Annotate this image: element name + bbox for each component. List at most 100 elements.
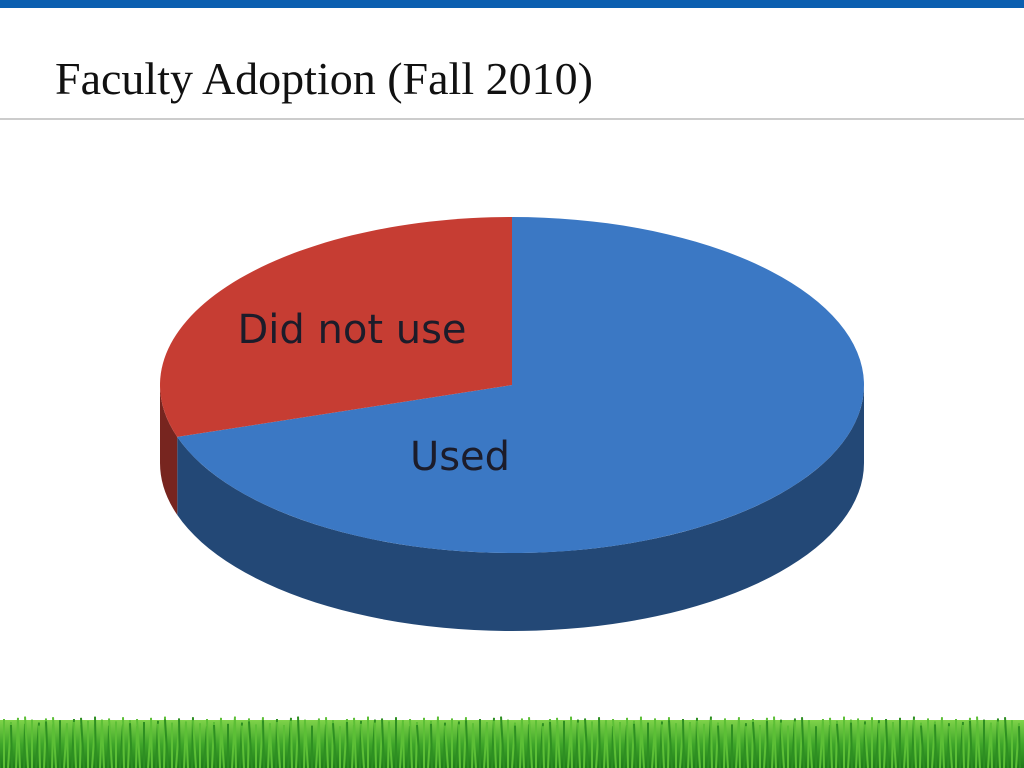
grass-blade	[1003, 724, 1006, 768]
grass-blade	[542, 726, 545, 768]
grass-blade	[66, 726, 69, 768]
pie-slice	[177, 217, 865, 553]
grass-blade	[38, 725, 41, 768]
grass-blade	[780, 722, 785, 768]
grass-blade	[549, 721, 553, 768]
grass-blade	[611, 726, 614, 768]
grass-blade	[465, 720, 469, 768]
grass-blade	[514, 725, 517, 768]
grass-blade	[437, 719, 441, 768]
grass-blade	[975, 723, 978, 768]
grass-blade	[402, 723, 405, 768]
grass-blade	[584, 718, 589, 768]
grass-blade	[745, 726, 749, 768]
grass-blade	[577, 722, 581, 768]
grass-blade	[633, 723, 637, 768]
grass-blade	[248, 721, 253, 768]
grass-blade	[213, 724, 217, 768]
grass-blade	[262, 720, 265, 768]
grass-blade	[766, 720, 769, 768]
grass-blade	[850, 722, 853, 768]
grass-blade	[409, 718, 413, 768]
grass-blade	[458, 724, 461, 768]
grass-blade	[122, 717, 125, 768]
grass-blade	[738, 720, 741, 768]
grass-blade	[325, 717, 329, 768]
grass-blade	[80, 717, 85, 768]
grass-blade	[220, 720, 225, 768]
grass-blade	[23, 723, 26, 768]
grass-blade	[241, 725, 245, 768]
grass-blade	[906, 723, 909, 768]
grass-blade	[892, 724, 897, 768]
grass-blade	[724, 721, 729, 768]
grass-blade	[913, 719, 917, 768]
grass-blade	[969, 720, 973, 768]
grass-blade	[499, 723, 502, 768]
grass-blade	[885, 718, 889, 768]
grass-blade	[570, 716, 573, 768]
grass-blade	[598, 717, 601, 768]
grass-blade	[864, 724, 869, 768]
grass-blades	[0, 716, 1021, 768]
grass-blade	[710, 719, 713, 768]
grass-blade	[976, 716, 981, 768]
grass-blade	[836, 723, 841, 768]
grass-blade	[107, 725, 110, 768]
grass-blade	[556, 717, 561, 768]
grass-blade	[696, 720, 701, 768]
grass-blade	[416, 724, 421, 768]
grass-blade	[430, 723, 433, 768]
grass-blade	[290, 720, 293, 768]
grass-blade	[45, 721, 49, 768]
grass-blade	[934, 724, 937, 768]
grass-blade	[444, 725, 449, 768]
grass-blade	[353, 717, 357, 768]
grass-blade	[962, 724, 965, 768]
grass-blade	[948, 726, 953, 768]
grass-blade	[79, 724, 82, 768]
grass-blade	[276, 721, 281, 768]
slice-label: Did not use	[237, 307, 466, 353]
grass-blade	[192, 720, 197, 768]
grass-blade	[829, 717, 833, 768]
grass-blade	[374, 722, 377, 768]
chart-title: Faculty Adoption (Fall 2010)	[55, 53, 593, 104]
grass-blade	[493, 720, 497, 768]
pie: Used Did not use	[159, 217, 865, 631]
grass-blade	[332, 723, 337, 768]
grass-blade	[304, 722, 309, 768]
grass-blade	[486, 724, 489, 768]
grass-blade	[521, 721, 525, 768]
pie-slice	[159, 217, 512, 437]
pie-slice-side	[177, 385, 865, 631]
grass-blade	[150, 717, 153, 768]
grass-blade	[527, 724, 530, 768]
grass-blade	[136, 718, 141, 768]
grass-blade	[801, 717, 805, 768]
grass-blade	[500, 716, 505, 768]
grass-blade	[234, 719, 237, 768]
grass-blade	[10, 724, 13, 768]
grass-blade	[381, 718, 385, 768]
grass-blade	[773, 716, 777, 768]
grass-blade	[857, 718, 861, 768]
grass-blade	[178, 718, 181, 768]
grass-blade	[206, 718, 209, 768]
grass-blade	[1004, 717, 1009, 768]
top-bar	[0, 0, 1024, 8]
grass-blade	[920, 725, 925, 768]
grass-blade	[612, 718, 617, 768]
grass-blade	[24, 716, 29, 768]
grass-blade	[583, 725, 586, 768]
grass-blade	[682, 718, 685, 768]
grass-blade	[661, 724, 665, 768]
grass-blade	[555, 724, 558, 768]
grass-blade	[752, 721, 757, 768]
grass-blade	[822, 721, 825, 768]
grass-blade	[990, 725, 993, 768]
grass-blade	[360, 723, 365, 768]
grass-blade	[318, 721, 321, 768]
grass-blade	[472, 726, 477, 768]
